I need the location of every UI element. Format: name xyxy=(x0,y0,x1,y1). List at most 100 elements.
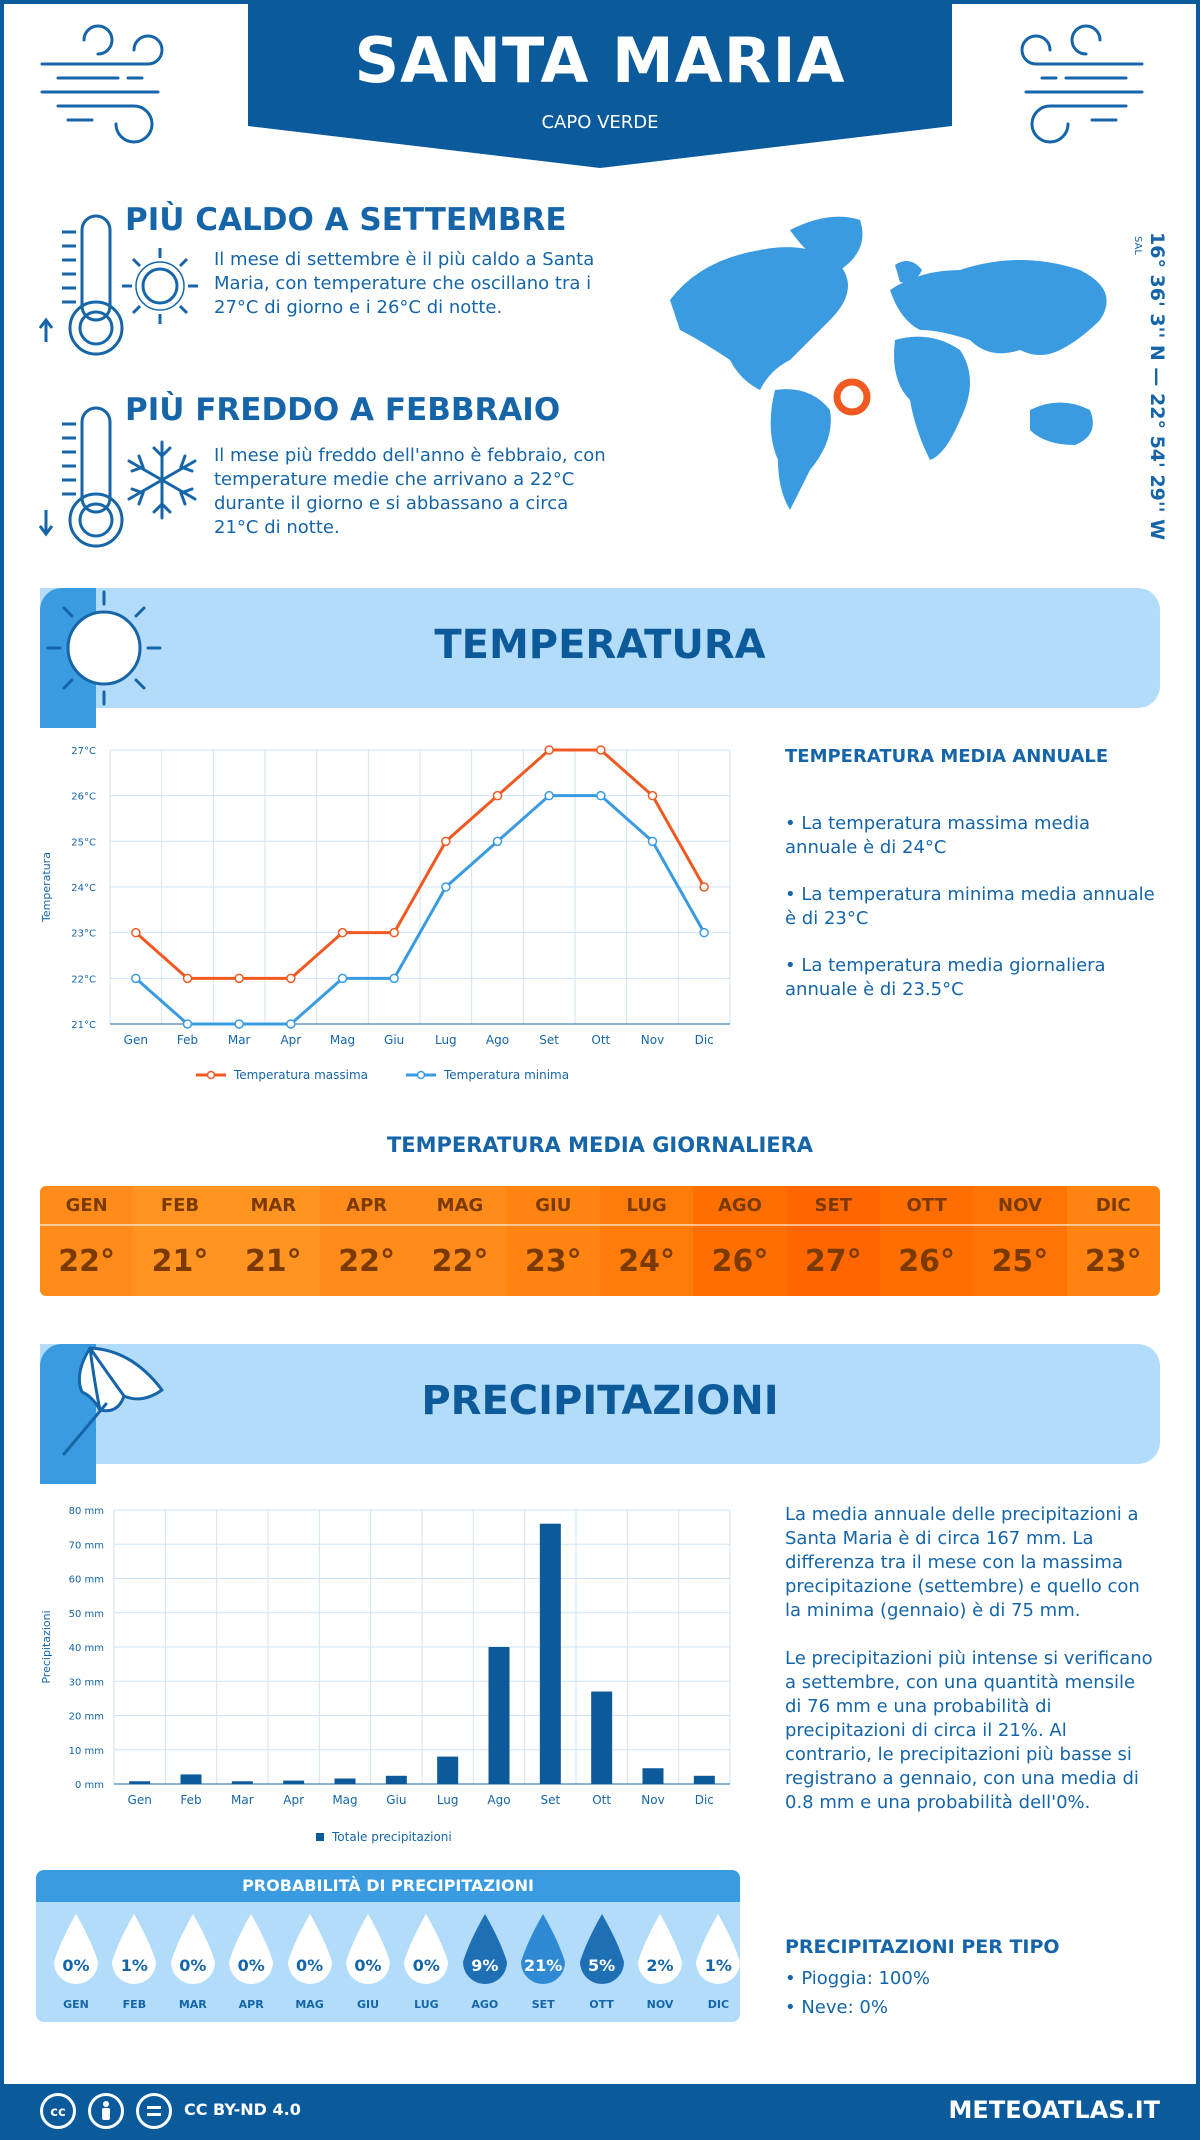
daily-temperature-value: 21° xyxy=(244,1243,302,1279)
probability-month: AGO xyxy=(471,1998,499,2011)
x-tick-label: Mar xyxy=(231,1793,254,1807)
data-point xyxy=(647,790,658,801)
x-tick-label: Giu xyxy=(384,1033,404,1047)
x-tick-label: Dic xyxy=(695,1033,714,1047)
probability-month: MAG xyxy=(295,1998,324,2011)
daily-column: LUG 24° xyxy=(599,1186,694,1296)
bar xyxy=(231,1781,253,1784)
probability-value: 1% xyxy=(120,1956,148,1975)
thermometer-cold-icon xyxy=(38,406,124,548)
daily-temperature-value: 26° xyxy=(711,1243,769,1279)
x-tick-label: Gen xyxy=(124,1033,148,1047)
daily-column: MAG 22° xyxy=(413,1186,507,1296)
rain-percentage: • Pioggia: 100% xyxy=(785,1968,930,1989)
bar xyxy=(129,1781,151,1784)
bar xyxy=(385,1775,407,1784)
probability-month: NOV xyxy=(646,1998,674,2011)
data-point xyxy=(234,973,244,984)
y-tick-label: 10 mm xyxy=(69,1746,104,1757)
daily-month-label: MAG xyxy=(413,1186,507,1226)
temperature-bullet-1: • La temperatura massima media annuale è… xyxy=(785,813,1091,858)
series-line xyxy=(134,794,706,1026)
y-tick-label: 25°C xyxy=(71,837,96,848)
warmest-text: Il mese di settembre è il più caldo a Sa… xyxy=(214,249,595,318)
y-axis-label: Temperatura xyxy=(40,852,53,923)
daily-temperature-value: 25° xyxy=(991,1243,1049,1279)
raindrop-icon xyxy=(54,1914,98,1984)
y-tick-label: 30 mm xyxy=(69,1677,104,1688)
y-axis-label: Precipitazioni xyxy=(40,1610,53,1683)
data-point xyxy=(234,1019,244,1029)
probability-value: 1% xyxy=(704,1956,732,1975)
bar xyxy=(180,1774,202,1784)
probability-month: SET xyxy=(531,1998,555,2011)
x-tick-label: Giu xyxy=(386,1793,406,1807)
data-point xyxy=(131,927,141,938)
data-point xyxy=(647,836,658,847)
probability-drop: 21% SET xyxy=(515,1910,571,2020)
precipitation-header xyxy=(40,1344,1160,1484)
country-subtitle: CAPO VERDE xyxy=(541,112,659,133)
daily-month-label: NOV xyxy=(973,1186,1067,1226)
raindrop-icon xyxy=(521,1914,566,1984)
precipitation-probability: PROBABILITÀ DI PRECIPITAZIONI 0% GEN 1% FEB… xyxy=(36,1870,740,2022)
temperature-side-title: TEMPERATURA MEDIA ANNUALE xyxy=(785,746,1109,767)
x-tick-label: Apr xyxy=(280,1033,301,1047)
daily-month-label: LUG xyxy=(599,1186,694,1226)
bar xyxy=(693,1775,715,1784)
x-tick-label: Nov xyxy=(641,1793,664,1807)
probability-month: GIU xyxy=(356,1998,380,2011)
bar xyxy=(334,1778,356,1784)
data-point xyxy=(182,1019,193,1029)
probability-drop: 0% MAR xyxy=(165,1910,221,2020)
probability-month: MAR xyxy=(178,1998,207,2011)
data-point xyxy=(182,973,193,984)
site-link[interactable]: METEOATLAS.IT xyxy=(948,2096,1160,2124)
probability-drop: 2% NOV xyxy=(632,1910,688,2020)
probability-value: 5% xyxy=(588,1956,616,1975)
data-point xyxy=(492,836,503,847)
thermometer-hot-icon xyxy=(38,214,124,356)
header-banner xyxy=(248,0,952,168)
daily-month-label: FEB xyxy=(133,1186,227,1226)
daily-column: FEB 21° xyxy=(133,1186,227,1296)
temperature-bullet-2: • La temperatura minima media annuale è … xyxy=(785,884,1155,929)
probability-value: 0% xyxy=(412,1956,440,1975)
precipitation-chart: 0 mm 10 mm 20 mm 30 mm 40 mm 50 mm 60 mm 70 mm 8… xyxy=(40,1506,731,1844)
probability-value: 0% xyxy=(62,1956,90,1975)
probability-drop: 9% AGO xyxy=(457,1910,513,2020)
probability-value: 0% xyxy=(296,1956,324,1975)
y-tick-label: 80 mm xyxy=(69,1506,104,1517)
coordinates: 16° 36' 3'' N — 22° 54' 29'' W xyxy=(1146,232,1168,541)
daily-temperature-value: 23° xyxy=(1084,1243,1142,1279)
daily-month-label: OTT xyxy=(879,1186,974,1226)
daily-temperature-value: 22° xyxy=(58,1243,116,1279)
legend-label: Temperatura massima xyxy=(233,1068,368,1082)
temperature-title: TEMPERATURA xyxy=(434,622,766,668)
daily-temperature-value: 21° xyxy=(151,1243,209,1279)
series-line xyxy=(134,748,706,980)
daily-month-label: APR xyxy=(319,1186,414,1226)
umbrella-icon xyxy=(62,1346,164,1456)
x-tick-label: Set xyxy=(539,1033,559,1047)
raindrop-icon xyxy=(170,1914,215,1984)
y-tick-label: 26°C xyxy=(71,792,96,803)
x-tick-label: Ago xyxy=(486,1033,509,1047)
x-tick-label: Ott xyxy=(592,1793,611,1807)
probability-drop: 0% GEN xyxy=(48,1910,104,2020)
daily-month-label: AGO xyxy=(693,1186,787,1226)
daily-temperature-value: 22° xyxy=(431,1243,489,1279)
raindrop-icon xyxy=(287,1914,332,1984)
raindrop-icon xyxy=(579,1914,624,1984)
bar xyxy=(283,1780,305,1784)
bar xyxy=(642,1768,664,1784)
data-point xyxy=(544,790,554,801)
daily-month-label: DIC xyxy=(1066,1186,1160,1226)
daily-temperature-value: 22° xyxy=(338,1243,396,1279)
raindrop-icon xyxy=(346,1914,390,1984)
x-tick-label: Gen xyxy=(128,1793,152,1807)
world-map xyxy=(670,216,1107,510)
raindrop-icon xyxy=(404,1914,449,1984)
y-tick-label: 21°C xyxy=(71,1020,96,1031)
x-tick-label: Lug xyxy=(437,1793,459,1807)
